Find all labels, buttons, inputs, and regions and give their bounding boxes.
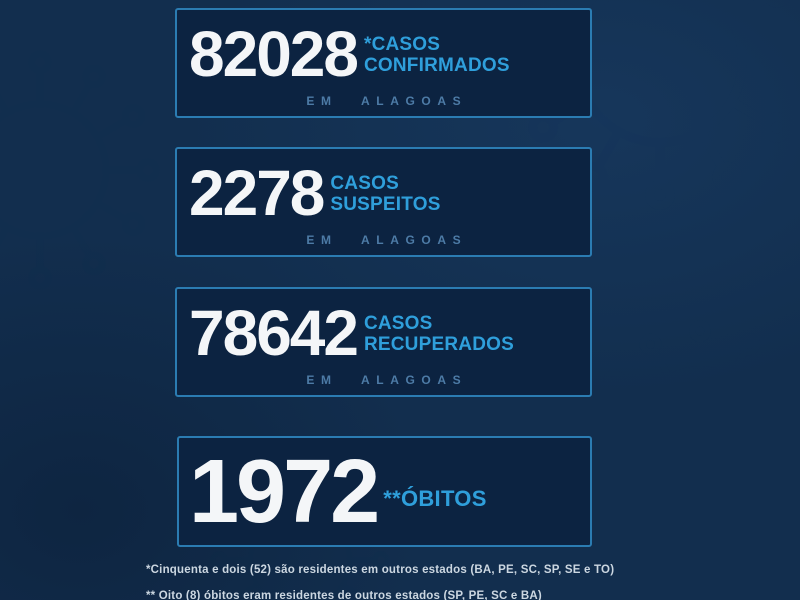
suspected-label-line2: SUSPEITOS — [330, 194, 441, 215]
footnote-deaths-residents: ** Oito (8) óbitos eram residentes de ou… — [146, 590, 542, 600]
stat-card-deaths: 1972 **ÓBITOS — [177, 436, 592, 547]
recovered-label-line1: CASOS — [363, 313, 433, 334]
confirmed-label-line1: *CASOS — [363, 34, 441, 55]
confirmed-sublabel: EM ALAGOAS — [306, 94, 468, 108]
suspected-value: 2278 — [189, 157, 325, 229]
deaths-value: 1972 — [189, 441, 380, 542]
stat-card-suspected: 2278 CASOS SUSPEITOS EM ALAGOAS — [175, 147, 592, 257]
recovered-label: CASOS RECUPERADOS — [364, 313, 514, 355]
suspected-label: CASOS SUSPEITOS — [330, 173, 440, 215]
recovered-value: 78642 — [189, 297, 359, 369]
stat-card-recovered: 78642 CASOS RECUPERADOS EM ALAGOAS — [175, 287, 592, 397]
suspected-label-line1: CASOS — [330, 173, 399, 194]
recovered-label-line2: RECUPERADOS — [363, 334, 514, 355]
confirmed-label: *CASOS CONFIRMADOS — [364, 34, 510, 76]
footnote-confirmed-residents: *Cinquenta e dois (52) são residentes em… — [146, 564, 615, 576]
deaths-label: **ÓBITOS — [383, 485, 487, 511]
confirmed-value: 82028 — [189, 18, 359, 90]
suspected-sublabel: EM ALAGOAS — [306, 233, 468, 247]
confirmed-label-line2: CONFIRMADOS — [363, 55, 510, 76]
recovered-sublabel: EM ALAGOAS — [306, 373, 468, 387]
stat-card-suspected-row: 2278 CASOS SUSPEITOS — [177, 149, 590, 237]
stat-card-deaths-row: 1972 **ÓBITOS — [179, 438, 590, 545]
stat-card-confirmed: 82028 *CASOS CONFIRMADOS EM ALAGOAS — [175, 8, 592, 118]
stat-card-recovered-row: 78642 CASOS RECUPERADOS — [177, 289, 590, 377]
stat-card-confirmed-row: 82028 *CASOS CONFIRMADOS — [177, 10, 590, 98]
